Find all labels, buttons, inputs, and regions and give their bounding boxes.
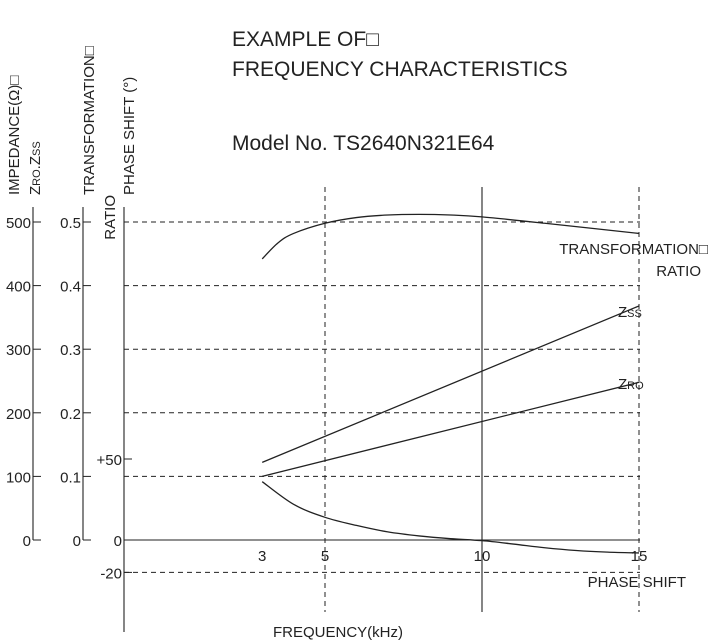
zro-zss-part-1: RO <box>31 169 43 186</box>
series-label-zss-sub: SS <box>627 308 642 320</box>
x-tick-label-10: 10 <box>474 548 491 565</box>
series-label-zss: ZSS <box>618 304 642 321</box>
ratio-tick-label-0.2: 0.2 <box>60 406 81 423</box>
chart-title: EXAMPLE OF□ FREQUENCY CHARACTERISTICS <box>232 25 568 85</box>
impedance-tick-label-500: 500 <box>6 215 31 232</box>
model-label: Model No. <box>232 132 328 155</box>
series-line-3 <box>261 481 640 554</box>
impedance-axis-title: IMPEDANCE(Ω)□ <box>6 76 23 195</box>
ratio-tick-label-0.1: 0.1 <box>60 469 81 486</box>
impedance-tick-label-200: 200 <box>6 406 31 423</box>
x-axis-title: FREQUENCY(kHz) <box>273 624 403 641</box>
impedance-tick-label-300: 300 <box>6 342 31 359</box>
transformation-axis-title-2: RATIO <box>102 195 119 240</box>
x-tick-label-15: 15 <box>631 548 648 565</box>
x-tick-label-5: 5 <box>321 548 329 565</box>
series-line-1 <box>261 305 640 464</box>
phase-tick-label-1: 0 <box>114 533 122 550</box>
series-line-2 <box>262 381 640 478</box>
impedance-tick-label-400: 400 <box>6 279 31 296</box>
series-label-transformation-2: RATIO <box>656 263 701 280</box>
series-label-zro-main: Z <box>618 376 627 393</box>
impedance-tick-label-0: 0 <box>23 533 31 550</box>
series-label-zss-main: Z <box>618 304 627 321</box>
model-number: Model No. TS2640N321E64 <box>232 132 494 156</box>
zro-zss-axis-title: ZRO.ZSS <box>27 141 44 195</box>
chart-title-line2: FREQUENCY CHARACTERISTICS <box>232 58 568 81</box>
chart-title-line1: EXAMPLE OF□ <box>232 28 379 51</box>
zro-zss-part-0: Z <box>27 186 44 195</box>
series-label-phase: PHASE SHIFT <box>588 574 686 591</box>
ratio-tick-label-0.4: 0.4 <box>60 279 81 296</box>
ratio-tick-label-0: 0 <box>73 533 81 550</box>
model-value: TS2640N321E64 <box>333 132 495 155</box>
ratio-tick-label-0.3: 0.3 <box>60 342 81 359</box>
zro-zss-part-3: SS <box>31 141 43 156</box>
series-line-0 <box>261 213 640 260</box>
zro-zss-part-2: .Z <box>27 156 44 169</box>
series-label-zro: ZRO <box>618 376 644 393</box>
phase-tick-label-2: -20 <box>100 565 122 582</box>
phase-tick-label-0: +50 <box>97 452 122 469</box>
transformation-axis-title-1: TRANSFORMATION□ <box>81 46 98 195</box>
x-tick-label-3: 3 <box>258 548 266 565</box>
phase-axis-title: PHASE SHIFT (°) <box>121 77 138 195</box>
impedance-tick-label-100: 100 <box>6 469 31 486</box>
series-label-zro-sub: RO <box>627 380 644 392</box>
ratio-tick-label-0.5: 0.5 <box>60 215 81 232</box>
series-label-transformation-1: TRANSFORMATION□ <box>559 241 708 258</box>
